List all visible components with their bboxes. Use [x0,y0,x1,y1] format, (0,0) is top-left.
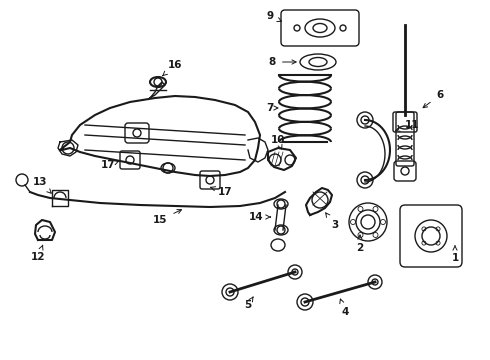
Text: 3: 3 [326,213,339,230]
Text: 4: 4 [340,299,349,317]
Text: 7: 7 [266,103,278,113]
Text: 12: 12 [31,245,45,262]
Text: 17: 17 [211,187,232,197]
Text: 2: 2 [356,235,364,253]
Text: 5: 5 [245,297,253,310]
Text: 1: 1 [451,246,459,263]
Text: 11: 11 [395,120,419,131]
Text: 8: 8 [269,57,296,67]
Text: 17: 17 [100,160,119,170]
Text: 13: 13 [33,177,51,193]
Text: 15: 15 [153,210,181,225]
Text: 9: 9 [267,11,281,22]
Text: 10: 10 [271,135,285,149]
Text: 6: 6 [423,90,443,108]
Text: 16: 16 [163,60,182,76]
Text: 14: 14 [249,212,270,222]
